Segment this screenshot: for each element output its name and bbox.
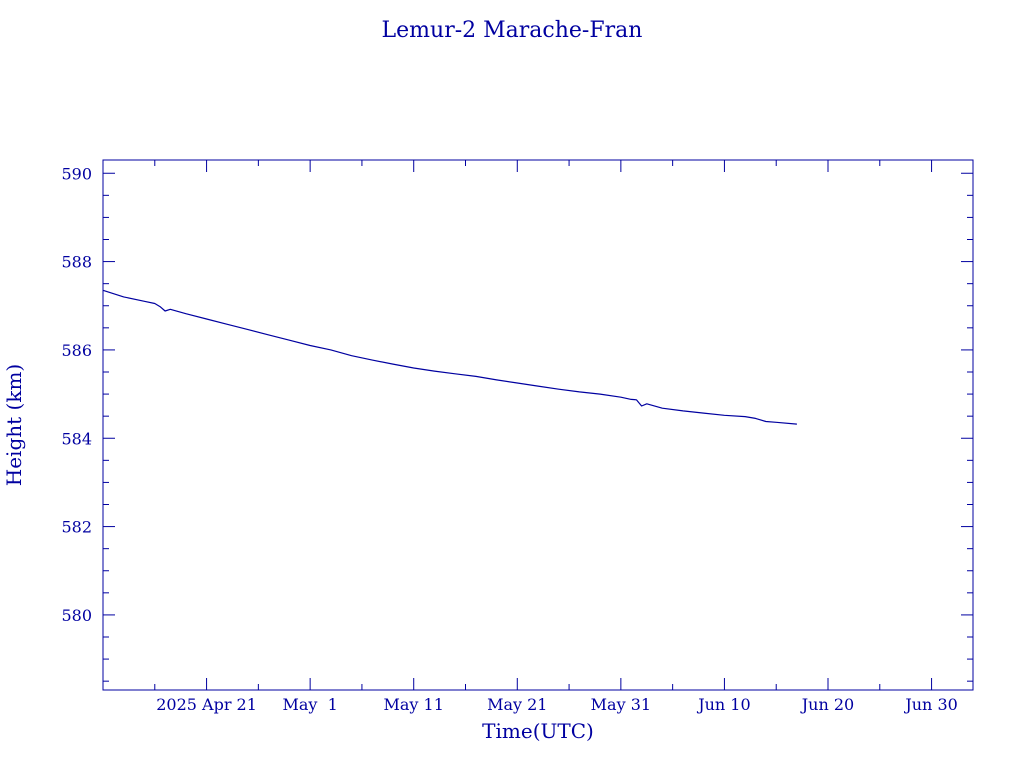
y-tick-label: 582	[61, 518, 92, 537]
x-tick-label: Jun 20	[800, 695, 854, 714]
x-axis-title: Time(UTC)	[482, 719, 594, 743]
y-tick-label: 580	[61, 606, 92, 625]
x-tick-label: 2025 Apr 21	[156, 695, 257, 714]
y-tick-label: 584	[61, 429, 92, 448]
x-tick-label: May 11	[384, 695, 444, 714]
y-tick-label: 586	[61, 341, 92, 360]
y-axis-ticks: 580 582 584 586 588 590	[61, 164, 973, 682]
x-axis-ticks: 2025 Apr 21 May 1 May 11 May 21 May 31 Jun 10…	[154, 160, 958, 714]
x-tick-label: May 1	[282, 695, 337, 714]
series-line	[102, 289, 797, 425]
y-tick-label: 588	[61, 253, 92, 272]
y-tick-label: 590	[61, 164, 92, 183]
x-tick-label: Jun 10	[696, 695, 750, 714]
series-layer	[102, 289, 797, 425]
y-axis-title: Height (km)	[2, 364, 26, 486]
plot-frame	[102, 159, 974, 691]
chart-title: Lemur-2 Marache-Fran	[382, 18, 643, 43]
x-tick-label: May 21	[487, 695, 547, 714]
x-tick-label: May 31	[591, 695, 651, 714]
x-tick-label: Jun 30	[903, 695, 957, 714]
